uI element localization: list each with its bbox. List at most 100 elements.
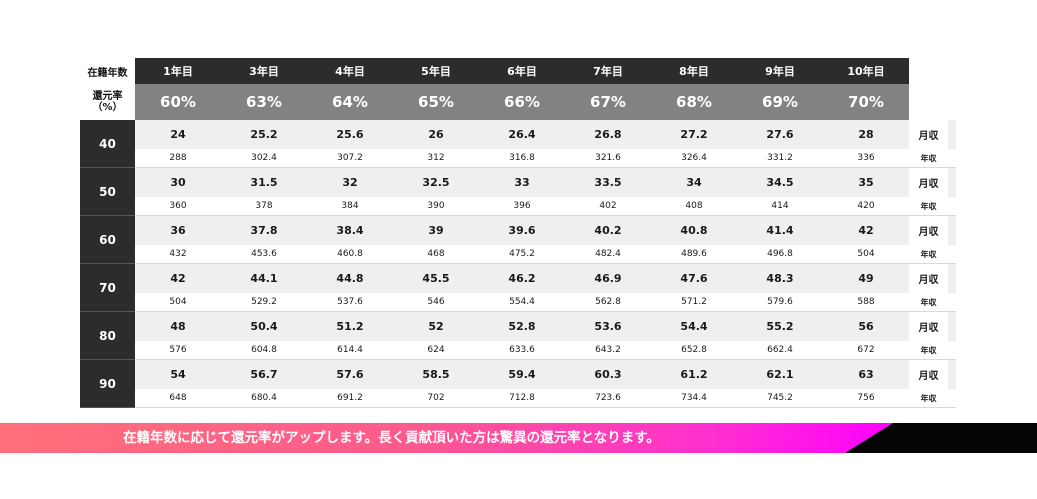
annual-value: 579.6 [767,297,793,307]
monthly-value: 30 [170,176,186,189]
annual-row: 288 302.4 307.2 312 316.8 321.6 326.4 331.2 336 年… [135,149,956,168]
amount-cell: 50 [80,168,135,216]
annual-value: 402 [599,201,617,211]
annual-value: 604.8 [251,345,277,355]
monthly-value: 44.1 [250,272,278,285]
monthly-value: 39 [428,224,444,237]
rate-cell: 67% [565,84,651,120]
monthly-row: 42 44.1 44.8 45.5 46.2 46.9 47.6 48.3 49 月収 [135,264,956,293]
annual-value: 745.2 [767,393,793,403]
years-header-label: 在籍年数 [80,58,135,84]
monthly-value: 38.4 [336,224,364,237]
monthly-value: 42 [858,224,874,237]
row-lines: 36 37.8 38.4 39 39.6 40.2 40.8 41.4 42 月収 432 453.6… [135,216,956,264]
rate-cell: 65% [393,84,479,120]
annual-row: 648 680.4 691.2 702 712.8 723.6 734.4 745.2 756 年… [135,389,956,408]
banner-gradient [0,423,893,453]
banner-text: 在籍年数に応じて還元率がアップします。長く貢献頂いた方は驚異の還元率となります。 [123,430,660,446]
annual-value: 643.2 [595,345,621,355]
annual-value: 648 [169,393,187,403]
monthly-value: 40.8 [680,224,708,237]
row-lines: 42 44.1 44.8 45.5 46.2 46.9 47.6 48.3 49 月収 504 529… [135,264,956,312]
monthly-value: 37.8 [250,224,278,237]
rate-cell: 69% [737,84,823,120]
annual-value: 326.4 [681,153,707,163]
monthly-value: 44.8 [336,272,364,285]
amount-cell: 60 [80,216,135,264]
monthly-value: 35 [858,176,874,189]
annual-value: 384 [341,201,359,211]
annual-value: 468 [427,249,445,259]
monthly-value: 49 [858,272,874,285]
table-row: 90 54 56.7 57.6 58.5 59.4 60.3 61.2 62.1 63 月収 648 6… [80,360,956,408]
reward-table: 在籍年数 1年目 3年目 4年目 5年目 6年目 7年目 8年目 9年目 10年… [80,58,956,408]
annual-value: 554.4 [509,297,535,307]
annual-value: 482.4 [595,249,621,259]
monthly-value: 32 [342,176,358,189]
annual-value: 302.4 [251,153,277,163]
monthly-value: 32.5 [422,176,450,189]
annual-value: 408 [685,201,703,211]
rate-label-line2: （%） [92,102,123,113]
amount-cell: 80 [80,312,135,360]
annual-value: 672 [857,345,875,355]
rate-cell: 63% [221,84,307,120]
annual-value: 529.2 [251,297,277,307]
monthly-value: 48 [170,320,186,333]
annual-value: 360 [169,201,187,211]
annual-value: 723.6 [595,393,621,403]
monthly-unit: 月収 [909,312,948,341]
monthly-value: 58.5 [422,368,450,381]
monthly-value: 52.8 [508,320,536,333]
monthly-value: 24 [170,128,186,141]
monthly-unit: 月収 [909,120,948,149]
annual-value: 537.6 [337,297,363,307]
annual-value: 712.8 [509,393,535,403]
rate-header-label: 還元率 （%） [80,84,135,120]
monthly-value: 59.4 [508,368,536,381]
rate-cell: 68% [651,84,737,120]
monthly-unit: 月収 [909,168,948,197]
rate-cell: 64% [307,84,393,120]
annual-value: 702 [427,393,445,403]
annual-value: 588 [857,297,875,307]
annual-unit: 年収 [920,201,937,211]
annual-value: 414 [771,201,789,211]
annual-value: 624 [427,345,445,355]
year-header: 9年目 [737,58,823,84]
annual-value: 496.8 [767,249,793,259]
annual-value: 662.4 [767,345,793,355]
annual-row: 576 604.8 614.4 624 633.6 643.2 652.8 662.4 672 年… [135,341,956,360]
annual-value: 756 [857,393,875,403]
annual-value: 614.4 [337,345,363,355]
annual-value: 453.6 [251,249,277,259]
annual-value: 475.2 [509,249,535,259]
monthly-unit: 月収 [909,264,948,293]
annual-unit: 年収 [920,249,937,259]
monthly-value: 39.6 [508,224,536,237]
monthly-value: 46.2 [508,272,536,285]
monthly-row: 24 25.2 25.6 26 26.4 26.8 27.2 27.6 28 月収 [135,120,956,149]
monthly-value: 46.9 [594,272,622,285]
row-lines: 24 25.2 25.6 26 26.4 26.8 27.2 27.6 28 月収 288 302.4… [135,120,956,168]
monthly-unit: 月収 [909,216,948,245]
rate-header-row: 還元率 （%） 60% 63% 64% 65% 66% 67% 68% 69% 7… [80,84,956,120]
monthly-value: 55.2 [766,320,794,333]
row-lines: 30 31.5 32 32.5 33 33.5 34 34.5 35 月収 360 378 384 390… [135,168,956,216]
amount-cell: 90 [80,360,135,408]
year-header: 3年目 [221,58,307,84]
annual-value: 396 [513,201,531,211]
monthly-value: 47.6 [680,272,708,285]
monthly-value: 40.2 [594,224,622,237]
annual-value: 576 [169,345,187,355]
annual-value: 680.4 [251,393,277,403]
monthly-value: 31.5 [250,176,278,189]
annual-value: 633.6 [509,345,535,355]
footer-banner: 在籍年数に応じて還元率がアップします。長く貢献頂いた方は驚異の還元率となります。 [0,423,1037,453]
monthly-value: 25.6 [336,128,364,141]
monthly-value: 54 [170,368,186,381]
annual-value: 460.8 [337,249,363,259]
monthly-value: 53.6 [594,320,622,333]
annual-unit: 年収 [920,297,937,307]
table-row: 50 30 31.5 32 32.5 33 33.5 34 34.5 35 月収 360 378 384 3… [80,168,956,216]
